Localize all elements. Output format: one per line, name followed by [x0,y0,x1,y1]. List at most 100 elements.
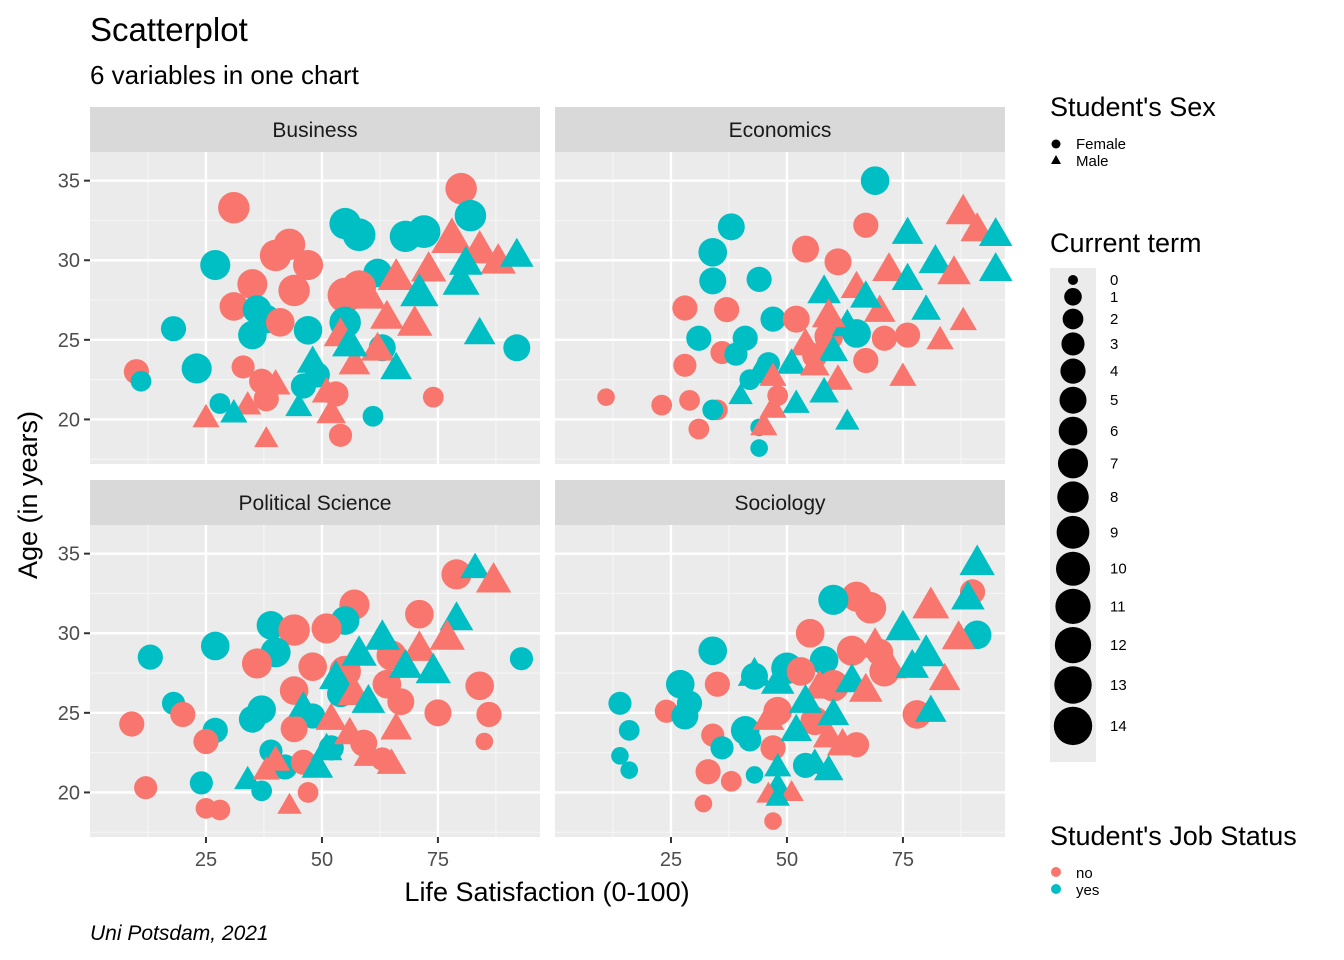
data-point-female-yes [702,399,724,421]
data-point-male-no [759,394,787,418]
data-point-male-yes [850,280,882,308]
data-point-female-no [476,701,502,728]
data-point-female-yes [698,636,728,666]
data-point-female-no [720,770,742,792]
strip-label-economics: Economics [729,119,832,142]
data-point-female-no [424,699,452,727]
data-point-female-yes [160,316,187,342]
legend-term-key [1068,275,1078,285]
data-point-female-no [894,322,921,348]
data-point-female-no [278,614,310,646]
x-axis-left-column: 25 50 75 [195,837,449,871]
data-point-male-no [370,299,404,329]
points-economics [597,166,1013,457]
legend-term-key [1060,358,1086,384]
data-point-female-yes [760,306,786,332]
data-point-female-no [237,269,268,300]
points-business [123,172,534,448]
legend-term-key [1064,288,1082,306]
data-point-male-yes [782,389,810,413]
data-point-male-no [849,672,883,702]
data-point-male-no [260,369,291,395]
data-point-female-no [853,347,879,374]
data-point-female-yes [618,719,640,741]
data-point-male-yes [234,765,262,790]
legend-term-key [1053,706,1093,746]
legend-term-key [1055,551,1091,586]
strip-label-sociology: Sociology [734,492,826,515]
strip-political-science [90,480,540,525]
legend-male-label: Male [1076,153,1109,170]
chart-title: Scatterplot [90,11,248,48]
data-point-female-yes [200,249,231,281]
data-point-female-yes [189,771,213,795]
data-point-female-no [651,394,673,416]
data-point-female-yes [620,761,639,779]
data-point-male-yes [220,399,248,423]
facet-panel-business: Business [90,107,540,464]
y-tick-label: 20 [58,782,80,804]
legend-term-label: 2 [1110,311,1118,328]
data-point-male-yes [951,580,985,610]
data-point-male-no [826,728,859,756]
data-point-male-no [802,669,837,699]
data-point-female-yes [256,610,286,640]
data-point-male-no [811,298,846,328]
data-point-male-no [315,702,348,730]
data-point-male-yes [449,245,483,275]
data-point-male-yes [780,713,813,741]
data-point-female-no [679,389,700,411]
data-point-male-yes [341,635,377,666]
data-point-female-no [475,732,494,751]
data-point-male-yes [885,609,921,641]
data-point-male-yes [400,273,439,307]
x-axis-right-column: 25 50 75 [660,837,914,871]
data-point-female-no [193,728,219,755]
data-point-male-no [475,562,512,593]
data-point-male-yes [364,619,400,650]
data-point-female-yes [200,631,230,661]
legend-term-label: 10 [1110,561,1127,578]
chart-subtitle: 6 variables in one chart [90,60,360,90]
data-point-male-no [779,780,804,801]
legend-yes-key [1051,884,1061,894]
data-point-female-yes [730,716,760,745]
x-tick-label: 25 [195,849,217,871]
data-point-female-no [422,386,444,408]
data-point-female-no [328,423,353,447]
data-point-female-no [694,794,713,813]
legend-term-label: 12 [1110,637,1127,654]
data-point-male-no [960,212,994,242]
data-point-female-no [760,735,786,761]
data-point-male-yes [891,262,924,290]
data-point-female-yes [746,266,772,292]
data-point-female-no [170,701,196,728]
data-point-female-yes [750,439,768,457]
data-point-female-yes [137,644,163,670]
data-point-female-no [241,648,273,679]
data-point-male-yes [978,217,1013,246]
data-point-female-yes [611,747,629,765]
data-point-female-no [119,711,145,737]
data-point-male-yes [835,408,860,430]
data-point-female-yes [686,325,712,351]
data-point-female-no [871,325,897,351]
data-point-male-yes [776,348,807,374]
data-point-male-no [429,619,465,650]
data-point-male-no [252,756,280,780]
legend-term-key [1058,416,1088,446]
data-point-male-no [928,662,961,691]
data-point-female-yes [860,166,890,195]
data-point-male-yes [788,684,823,713]
x-tick-label: 75 [892,849,914,871]
data-point-female-yes [454,199,487,232]
data-point-female-no [824,248,852,276]
data-point-male-no [377,258,415,290]
data-point-female-no [695,759,721,785]
data-point-male-no [937,255,971,285]
strip-label-business: Business [272,119,357,142]
data-point-male-yes [332,325,368,357]
data-point-male-yes [380,351,412,380]
data-point-male-no [863,294,896,322]
data-point-female-no [445,172,477,205]
